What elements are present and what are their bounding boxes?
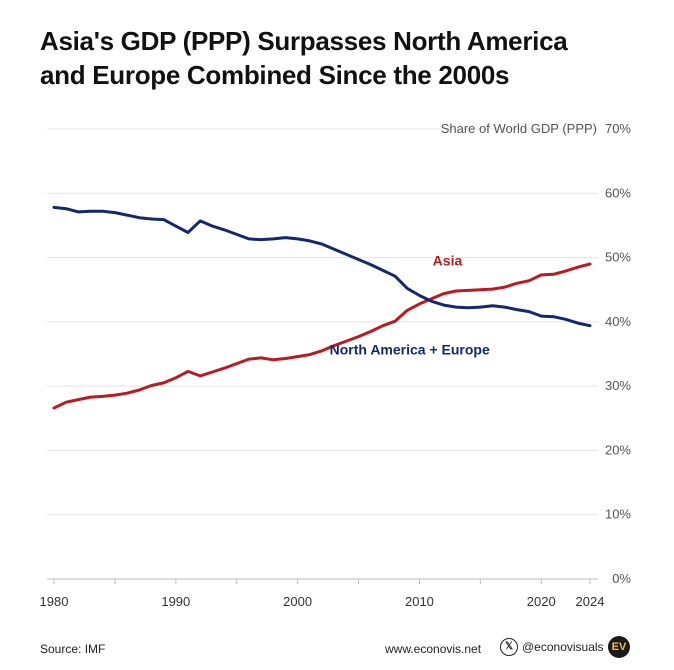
x-tick-label: 2000 (283, 594, 312, 609)
social-handle[interactable]: 𝕏 @econovisuals (500, 638, 604, 656)
y-tick-label: 50% (605, 250, 631, 265)
handle-text: @econovisuals (522, 640, 604, 654)
y-tick-label: 40% (605, 314, 631, 329)
y-axis-tick-labels: 0% 10% 20% 30% 40% 50% 60% 70% (605, 121, 631, 586)
x-axis-ticks: 1980 1990 2000 2010 2020 2024 (40, 579, 605, 609)
x-tick-label: 1990 (161, 594, 190, 609)
x-tick-label: 2020 (527, 594, 556, 609)
line-chart: 1980 1990 2000 2010 2020 2024 0% 10% 20% 30% 40% 5… (40, 121, 632, 609)
y-tick-label: 60% (605, 185, 631, 200)
x-tick-label: 1980 (40, 594, 69, 609)
series-line-north-america-europe (52, 205, 592, 328)
x-tick-label: 2010 (405, 594, 434, 609)
series-line-asia (52, 262, 592, 410)
y-tick-label: 10% (605, 507, 631, 522)
x-logo-icon: 𝕏 (500, 638, 518, 656)
series-label-north-america-europe: North America + Europe (330, 342, 490, 358)
chart-title: Asia's GDP (PPP) Surpasses North America… (40, 24, 568, 92)
gridlines (47, 128, 598, 580)
series-lines (52, 205, 592, 410)
website-link[interactable]: www.econovis.net (385, 642, 482, 656)
y-tick-label: 70% (605, 121, 631, 136)
y-axis-caption: Share of World GDP (PPP) (441, 121, 597, 136)
y-tick-label: 30% (605, 378, 631, 393)
y-tick-label: 20% (605, 442, 631, 457)
econovis-logo: EV (608, 636, 630, 658)
footer: Source: IMF www.econovis.net 𝕏 @econovis… (0, 636, 674, 660)
source-note: Source: IMF (40, 642, 106, 656)
series-label-asia: Asia (433, 252, 463, 268)
y-tick-label: 0% (612, 571, 631, 586)
title-line-2: and Europe Combined Since the 2000s (40, 60, 510, 90)
x-tick-label: 2024 (576, 594, 605, 609)
title-line-1: Asia's GDP (PPP) Surpasses North America (40, 26, 568, 56)
